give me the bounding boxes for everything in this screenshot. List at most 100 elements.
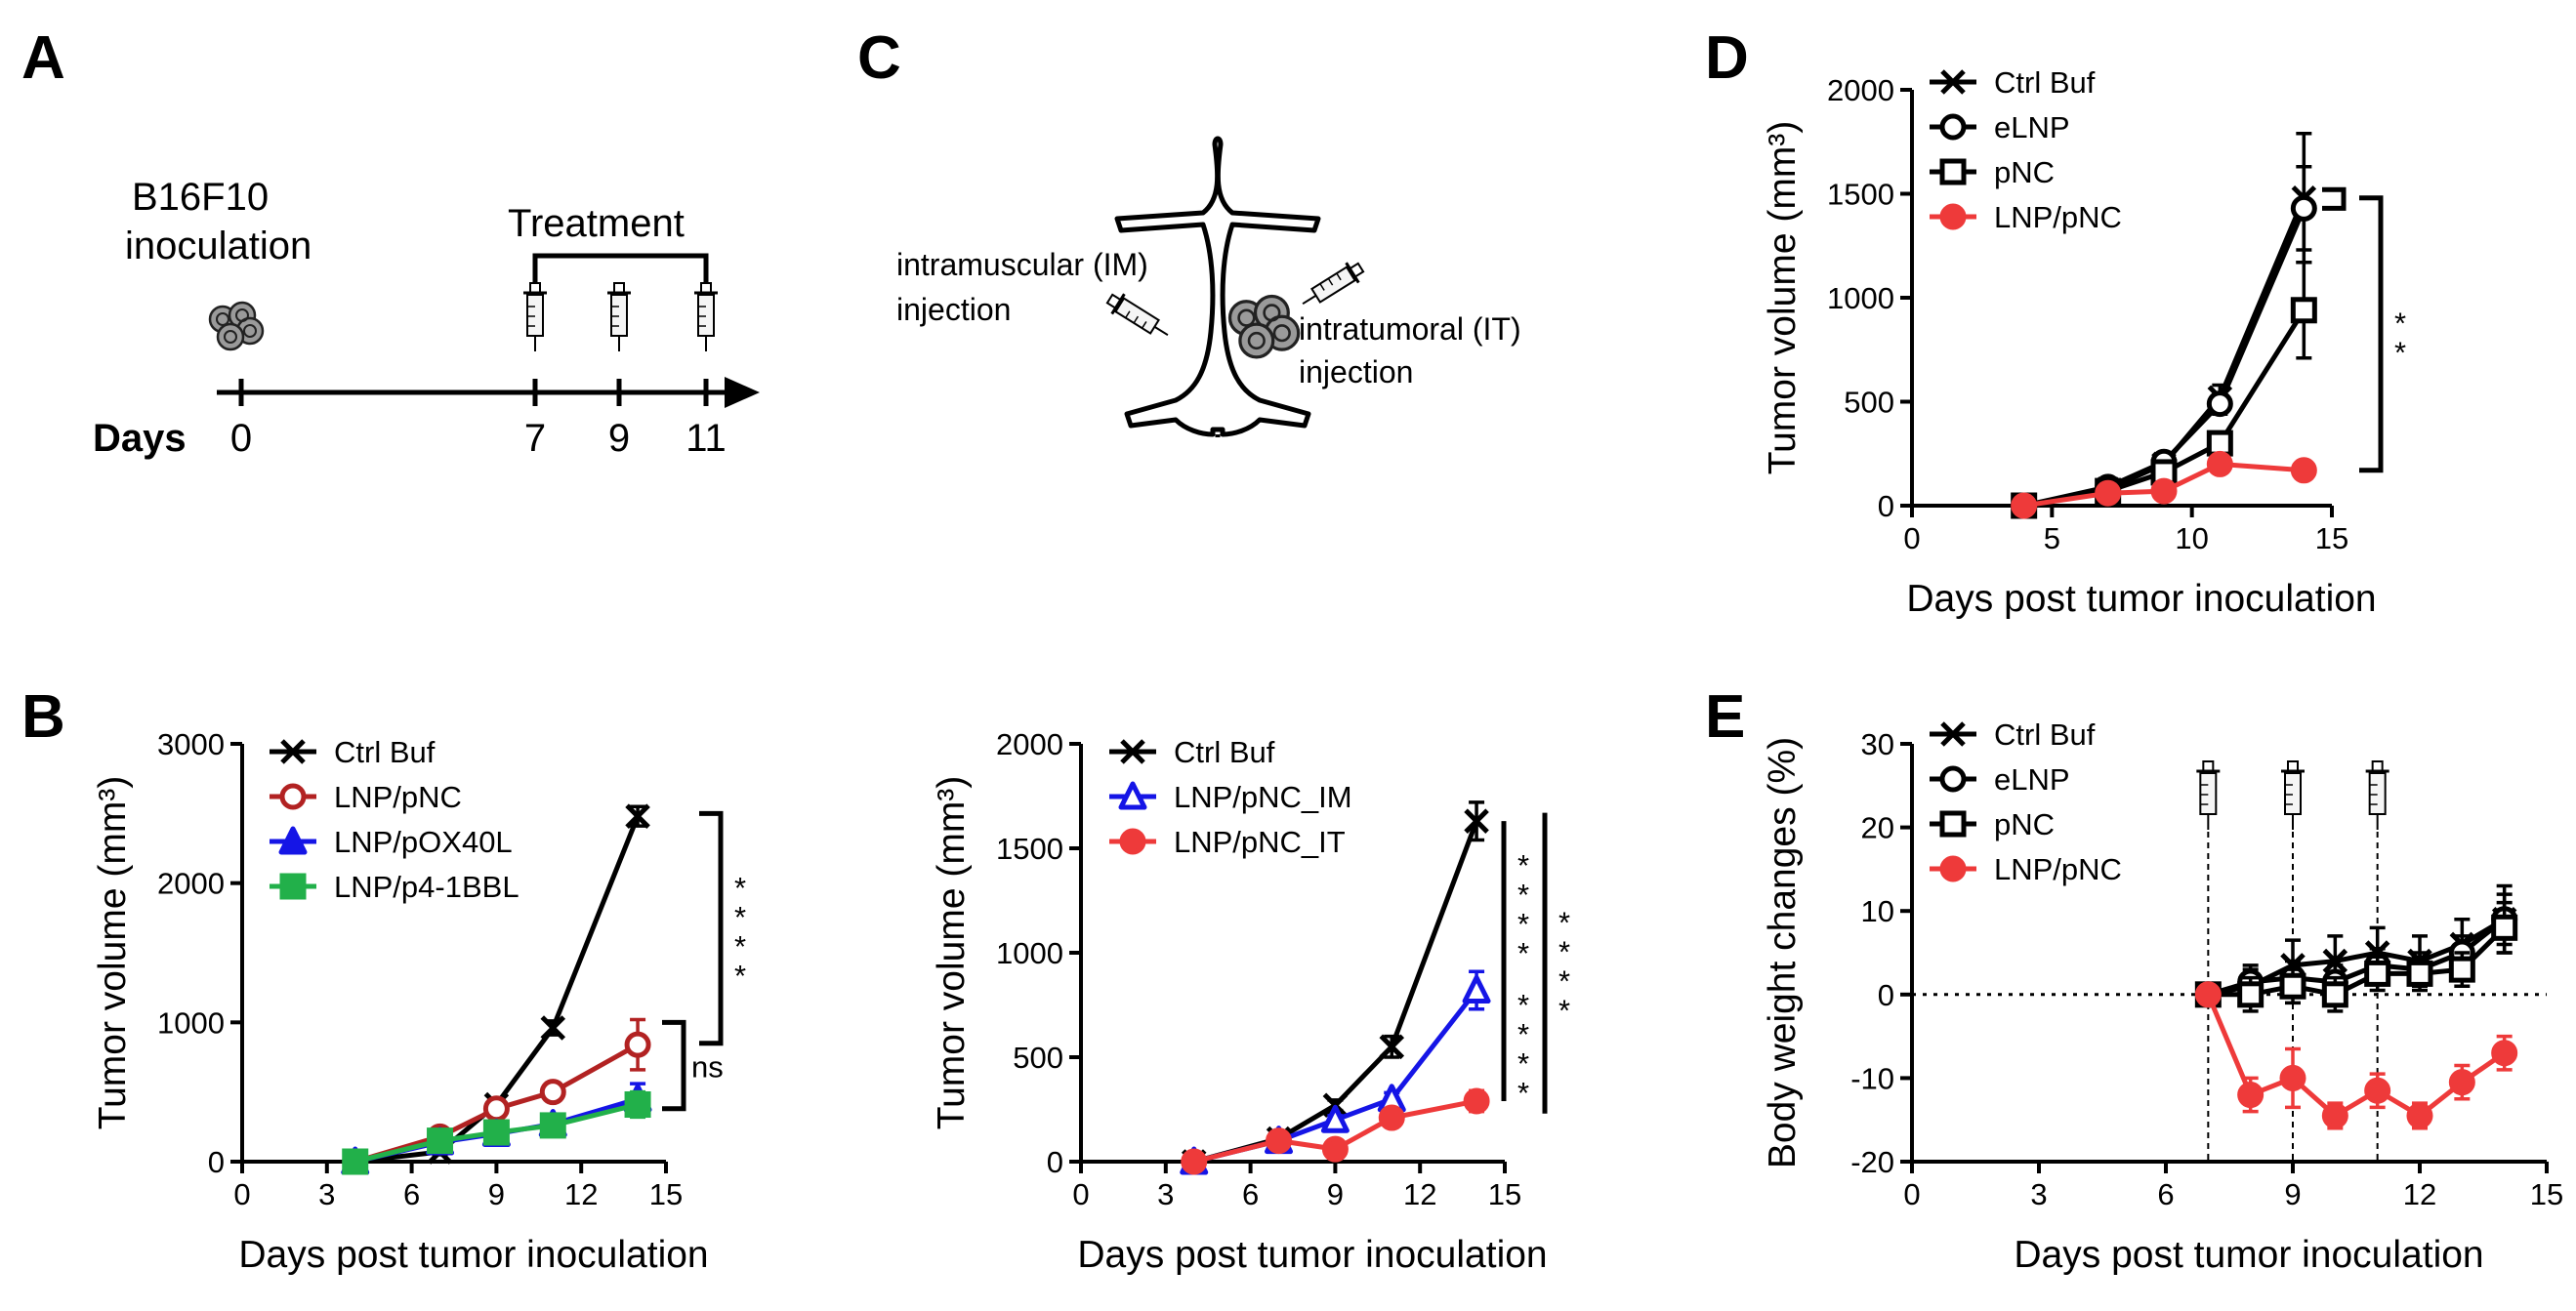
data-point [624,1031,651,1058]
data-point [2279,1064,2306,1091]
series-lnp-pnc [342,1017,651,1175]
data-point [624,1091,651,1119]
panel-a-cell-label-1: B16F10 [132,176,269,219]
panel-a-day-tick: 0 [230,417,252,460]
panel-a-schematic: B16F10 inoculation Treatment Days 0 7 9 … [93,176,760,460]
data-point [540,1015,566,1041]
syringe-icon [2364,759,2391,832]
x-tick-label: 15 [2530,1177,2563,1211]
legend-label: Ctrl Buf [1994,65,2096,100]
legend-label: Ctrl Buf [334,735,436,769]
data-point [2237,1082,2264,1109]
significance-star: * [2394,335,2406,369]
data-point [2321,1102,2348,1129]
legend-label: LNP/pNC [1994,200,2122,234]
legend-entry: LNP/pNC [270,780,462,814]
x-tick-label: 3 [1157,1177,1174,1211]
data-point [2321,981,2348,1008]
syringe-icon [2194,759,2222,832]
x-axis-label: Days post tumor inoculation [2014,1234,2483,1276]
treatment-bracket [532,253,709,283]
y-tick-label: 1000 [1827,281,1894,315]
data-point [1464,808,1489,834]
y-tick-label: 0 [1878,978,1894,1012]
y-axis-label: Tumor volume (mm³) [92,776,134,1130]
series-lnp-p4-1bbl [342,1089,651,1175]
syringe-icon [521,281,549,353]
data-point [2279,972,2306,1000]
syringe-icon [1101,287,1176,347]
significance-star: * [1517,988,1529,1022]
data-point [539,1079,566,1106]
data-point [482,1119,510,1146]
data-point [342,1148,369,1175]
data-point [427,1127,454,1155]
legend-entry: LNP/pNC [1930,852,2122,886]
significance-annotation: **** [1501,988,1529,1110]
x-tick-label: 10 [2175,521,2208,555]
arrow-icon [725,377,760,408]
data-point [2206,430,2233,457]
significance-star: * [1517,907,1529,941]
legend-label: pNC [1994,807,2055,841]
y-axis-label: Tumor volume (mm³) [931,776,973,1130]
legend-entry: pNC [1930,155,2055,189]
data-point [2206,450,2233,477]
significance-annotation: ns [662,1019,724,1112]
syringe-icon [2279,759,2306,832]
x-tick-label: 3 [318,1177,335,1211]
y-tick-label: 2000 [157,867,225,901]
significance-annotation: **** [699,810,746,1046]
legend-label: eLNP [1994,762,2070,797]
legend-entry: LNP/p4-1BBL [270,870,519,904]
panel-label-d: D [1705,24,1749,92]
x-tick-label: 5 [2044,521,2060,555]
legend-label: eLNP [1994,110,2070,144]
legend-entry: Ctrl Buf [270,735,436,769]
tumor-cell-cluster-icon [208,301,265,351]
legend-entry: Ctrl Buf [1930,65,2096,100]
x-tick-label: 0 [1072,1177,1089,1211]
significance-star: * [1517,1076,1529,1110]
panel-label-c: C [857,24,901,92]
data-point [1378,1104,1405,1131]
y-tick-label: -20 [1850,1145,1894,1179]
y-tick-label: 10 [1861,894,1894,928]
data-point [2406,960,2433,987]
data-point [2290,457,2317,484]
chart-panel-d: 0 5 10 15 0 500 1000 1500 2000 Days post tumor in… [1762,65,2406,620]
significance-star: * [1517,848,1529,882]
data-point [2290,194,2317,222]
data-point [279,783,307,810]
im-label-2: injection [896,292,1011,327]
data-point [2322,948,2348,974]
legend-entry: Ctrl Buf [1930,717,2096,752]
y-tick-label: 500 [1844,386,1894,420]
legend-label: LNP/pOX40L [334,825,513,859]
x-tick-label: 12 [1403,1177,1436,1211]
mouse-icon [1114,136,1321,437]
data-point [2290,297,2317,324]
significance-star: * [734,929,746,963]
data-point [1266,1127,1293,1155]
x-tick-label: 3 [2030,1177,2047,1211]
x-tick-label: 15 [2315,521,2348,555]
significance-star: * [734,871,746,905]
panel-label-a: A [21,24,65,92]
data-point [2150,477,2178,505]
significance-bracket [699,810,724,1046]
significance-bracket [662,1019,686,1112]
significance-star: * [1558,906,1570,940]
legend-label: LNP/pNC_IM [1174,780,1352,814]
x-tick-label: 6 [2157,1177,2174,1211]
x-tick-label: 0 [1903,521,1920,555]
x-tick-label: 12 [2403,1177,2436,1211]
x-tick-label: 15 [649,1177,683,1211]
it-label-1: intratumoral (IT) [1299,311,1521,347]
panel-label-e: E [1705,683,1745,751]
significance-star: * [1517,1017,1529,1051]
y-tick-label: 1000 [996,936,1063,970]
data-point [2364,1077,2391,1104]
y-tick-label: 0 [208,1145,225,1179]
data-point [2194,981,2222,1008]
